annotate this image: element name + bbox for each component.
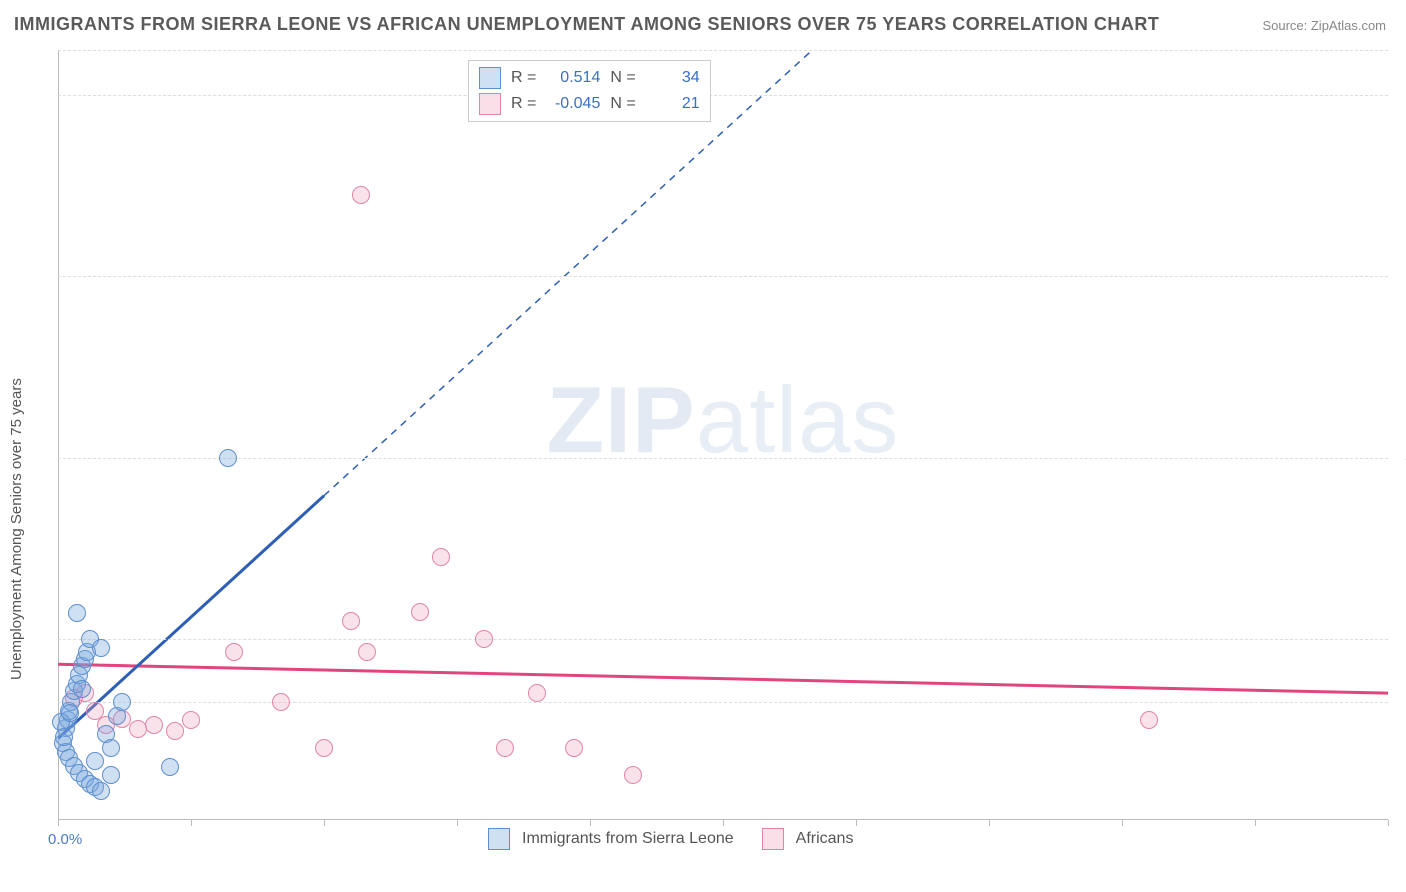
r-value-pink: -0.045 <box>542 95 600 113</box>
y-tick-label: 20.0% <box>1393 630 1406 647</box>
data-point <box>68 604 86 622</box>
y-tick-label: 80.0% <box>1393 87 1406 104</box>
n-value-pink: 21 <box>642 95 700 113</box>
x-tick-mark <box>1388 820 1389 826</box>
legend-row-blue: R = 0.514 N = 34 <box>479 65 700 91</box>
correlation-legend: R = 0.514 N = 34 R = -0.045 N = 21 <box>468 60 711 122</box>
swatch-pink-icon <box>479 93 501 115</box>
data-point <box>92 639 110 657</box>
x-tick-mark <box>324 820 325 826</box>
gridline <box>58 458 1388 459</box>
data-point <box>55 728 73 746</box>
gridline <box>58 639 1388 640</box>
legend-blue-label: Immigrants from Sierra Leone <box>522 830 734 848</box>
data-point <box>182 711 200 729</box>
data-point <box>225 643 243 661</box>
data-point <box>102 766 120 784</box>
swatch-pink-icon <box>762 828 784 850</box>
data-point <box>432 548 450 566</box>
data-point <box>113 693 131 711</box>
data-point <box>624 766 642 784</box>
data-point <box>92 782 110 800</box>
data-point <box>166 722 184 740</box>
x-tick-mark <box>1122 820 1123 826</box>
x-tick-mark <box>723 820 724 826</box>
data-point <box>61 704 79 722</box>
legend-row-pink: R = -0.045 N = 21 <box>479 91 700 117</box>
n-value-blue: 34 <box>642 69 700 87</box>
r-label: R = <box>511 95 536 113</box>
data-point <box>102 739 120 757</box>
data-point <box>528 684 546 702</box>
data-point <box>475 630 493 648</box>
swatch-blue-icon <box>479 67 501 89</box>
trend-lines-svg <box>58 50 1388 820</box>
gridline <box>58 702 1388 703</box>
x-tick-mark <box>457 820 458 826</box>
data-point <box>272 693 290 711</box>
source-attribution: Source: ZipAtlas.com <box>1262 18 1386 33</box>
data-point <box>342 612 360 630</box>
swatch-blue-icon <box>488 828 510 850</box>
x-tick-mark <box>191 820 192 826</box>
n-label: N = <box>610 69 635 87</box>
y-axis-label: Unemployment Among Seniors over 75 years <box>8 378 25 680</box>
series-legend: Immigrants from Sierra Leone Africans <box>488 828 853 850</box>
data-point <box>1140 711 1158 729</box>
y-tick-label: 60.0% <box>1393 268 1406 285</box>
data-point <box>358 643 376 661</box>
y-tick-label: 40.0% <box>1393 449 1406 466</box>
x-tick-mark <box>856 820 857 826</box>
data-point <box>86 752 104 770</box>
data-point <box>352 186 370 204</box>
legend-pink-label: Africans <box>796 830 854 848</box>
r-label: R = <box>511 69 536 87</box>
y-axis-line <box>58 50 59 820</box>
data-point <box>496 739 514 757</box>
x-tick-mark <box>590 820 591 826</box>
data-point <box>565 739 583 757</box>
x-tick-mark <box>1255 820 1256 826</box>
data-point <box>315 739 333 757</box>
data-point <box>145 716 163 734</box>
n-label: N = <box>610 95 635 113</box>
data-point <box>219 449 237 467</box>
data-point <box>73 680 91 698</box>
data-point <box>411 603 429 621</box>
x-tick-min: 0.0% <box>48 831 82 848</box>
chart-title: IMMIGRANTS FROM SIERRA LEONE VS AFRICAN … <box>14 14 1159 35</box>
x-tick-mark <box>989 820 990 826</box>
r-value-blue: 0.514 <box>542 69 600 87</box>
gridline <box>58 276 1388 277</box>
gridline <box>58 50 1388 51</box>
gridline <box>58 95 1388 96</box>
data-point <box>161 758 179 776</box>
x-tick-mark <box>58 820 59 826</box>
chart-plot-area: ZIPatlas 20.0%40.0%60.0%80.0% 0.0% 25.0%… <box>58 50 1388 820</box>
